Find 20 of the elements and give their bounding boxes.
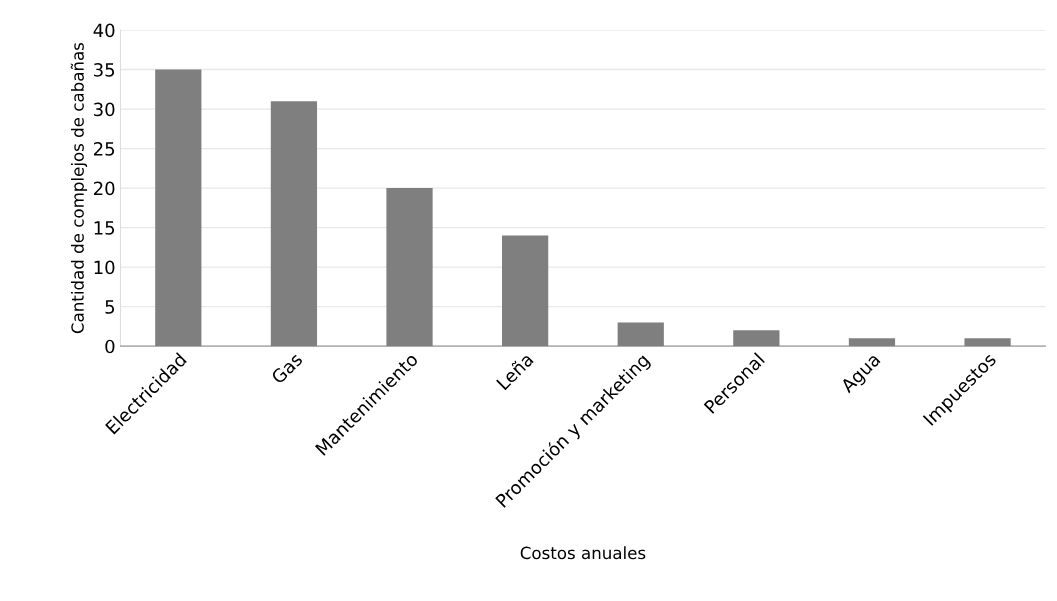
bar (848, 338, 896, 347)
bar (617, 322, 664, 347)
bar (733, 330, 780, 347)
x-axis-title: Costos anuales (520, 546, 646, 560)
y-tick-label: 10 (94, 260, 115, 275)
y-tick-label: 5 (105, 300, 115, 314)
y-axis-title: Cantidad de complejos de cabañas (70, 42, 88, 334)
bar (270, 101, 318, 347)
y-tick-label: 35 (94, 63, 115, 77)
y-tick-label: 20 (93, 181, 115, 196)
y-tick-label: 25 (93, 142, 115, 156)
y-tick-label: 40 (93, 23, 115, 38)
y-tick-label: 15 (94, 221, 115, 235)
y-tick-label: 0 (105, 339, 115, 354)
bar (386, 188, 433, 347)
x-tick-label: Gas (270, 351, 304, 385)
y-tick-label: 30 (94, 102, 115, 117)
bar (155, 69, 202, 347)
bar (502, 235, 549, 347)
bar (964, 338, 1011, 347)
